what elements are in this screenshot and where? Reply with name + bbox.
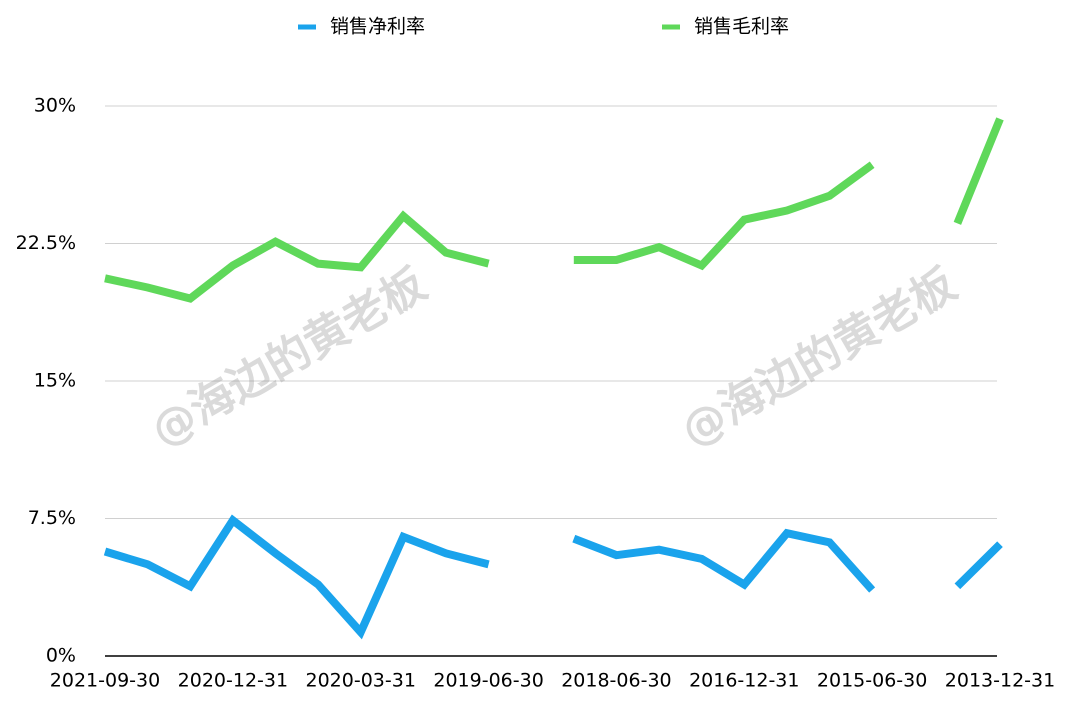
legend-label: 销售毛利率 — [694, 16, 789, 38]
legend-label: 销售净利率 — [330, 16, 425, 38]
y-tick-label: 15% — [34, 370, 76, 392]
x-tick-label: 2021-09-30 — [50, 670, 160, 692]
series-line — [104, 117, 1004, 303]
x-tick-label: 2020-12-31 — [178, 670, 288, 692]
y-tick-label: 30% — [34, 95, 76, 117]
watermark: @海边的黄老板 — [143, 259, 435, 457]
x-tick-label: 2013-12-31 — [945, 670, 1055, 692]
x-tick-label: 2016-12-31 — [689, 670, 799, 692]
y-tick-label: 22.5% — [16, 232, 76, 254]
y-tick-label: 7.5% — [28, 507, 76, 529]
x-tick-label: 2020-03-31 — [306, 670, 416, 692]
x-tick-label: 2018-06-30 — [561, 670, 671, 692]
watermark: @海边的黄老板 — [673, 259, 965, 457]
y-tick-label: 0% — [46, 645, 76, 667]
x-tick-label: 2019-06-30 — [433, 670, 543, 692]
x-tick-label: 2015-06-30 — [817, 670, 927, 692]
series-line — [103, 514, 1003, 640]
